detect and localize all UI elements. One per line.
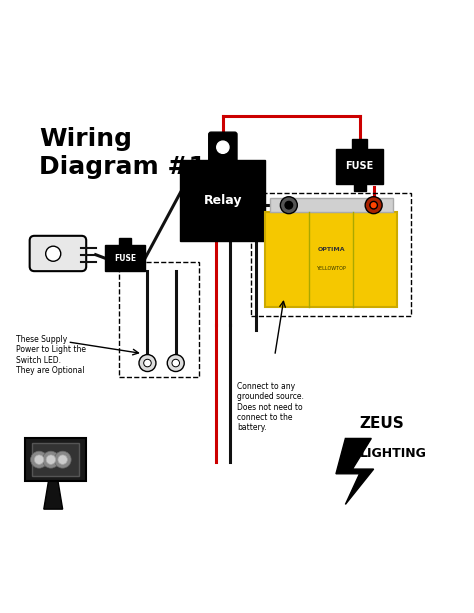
Circle shape [35,455,44,465]
Circle shape [31,451,47,468]
Polygon shape [336,438,374,504]
Bar [119,238,131,245]
Circle shape [46,455,55,465]
Text: Relay: Relay [204,194,242,207]
Bar [181,161,265,240]
Circle shape [144,359,151,367]
Circle shape [139,354,156,371]
Polygon shape [44,481,63,509]
Circle shape [370,202,377,209]
Bar [105,245,145,271]
Bar [265,212,397,306]
Circle shape [217,141,229,153]
Circle shape [365,197,382,214]
Text: Connect to any
grounded source.
Does not need to
connect to the
battery.: Connect to any grounded source. Does not… [237,382,304,433]
Bar [336,148,383,184]
Text: YELLOWTOP: YELLOWTOP [316,266,346,272]
Bar [32,443,79,476]
Circle shape [58,455,67,465]
Text: OPTIMA: OPTIMA [318,248,345,253]
FancyBboxPatch shape [209,132,237,163]
Circle shape [46,246,61,261]
Bar [25,438,86,481]
Bar [270,198,392,212]
Circle shape [172,359,180,367]
Bar [354,183,365,191]
Text: FUSE: FUSE [114,254,136,263]
Circle shape [280,197,297,214]
Circle shape [167,354,184,371]
FancyBboxPatch shape [30,236,86,271]
Text: FUSE: FUSE [346,161,374,171]
Circle shape [285,202,292,209]
Text: These Supply
Power to Light the
Switch LED.
They are Optional: These Supply Power to Light the Switch L… [16,335,85,375]
Circle shape [42,451,59,468]
Bar [353,139,366,148]
Text: Wiring
Diagram #1: Wiring Diagram #1 [39,128,206,179]
Text: ZEUS: ZEUS [359,416,404,432]
Text: LIGHTING: LIGHTING [359,447,427,460]
Circle shape [54,451,71,468]
